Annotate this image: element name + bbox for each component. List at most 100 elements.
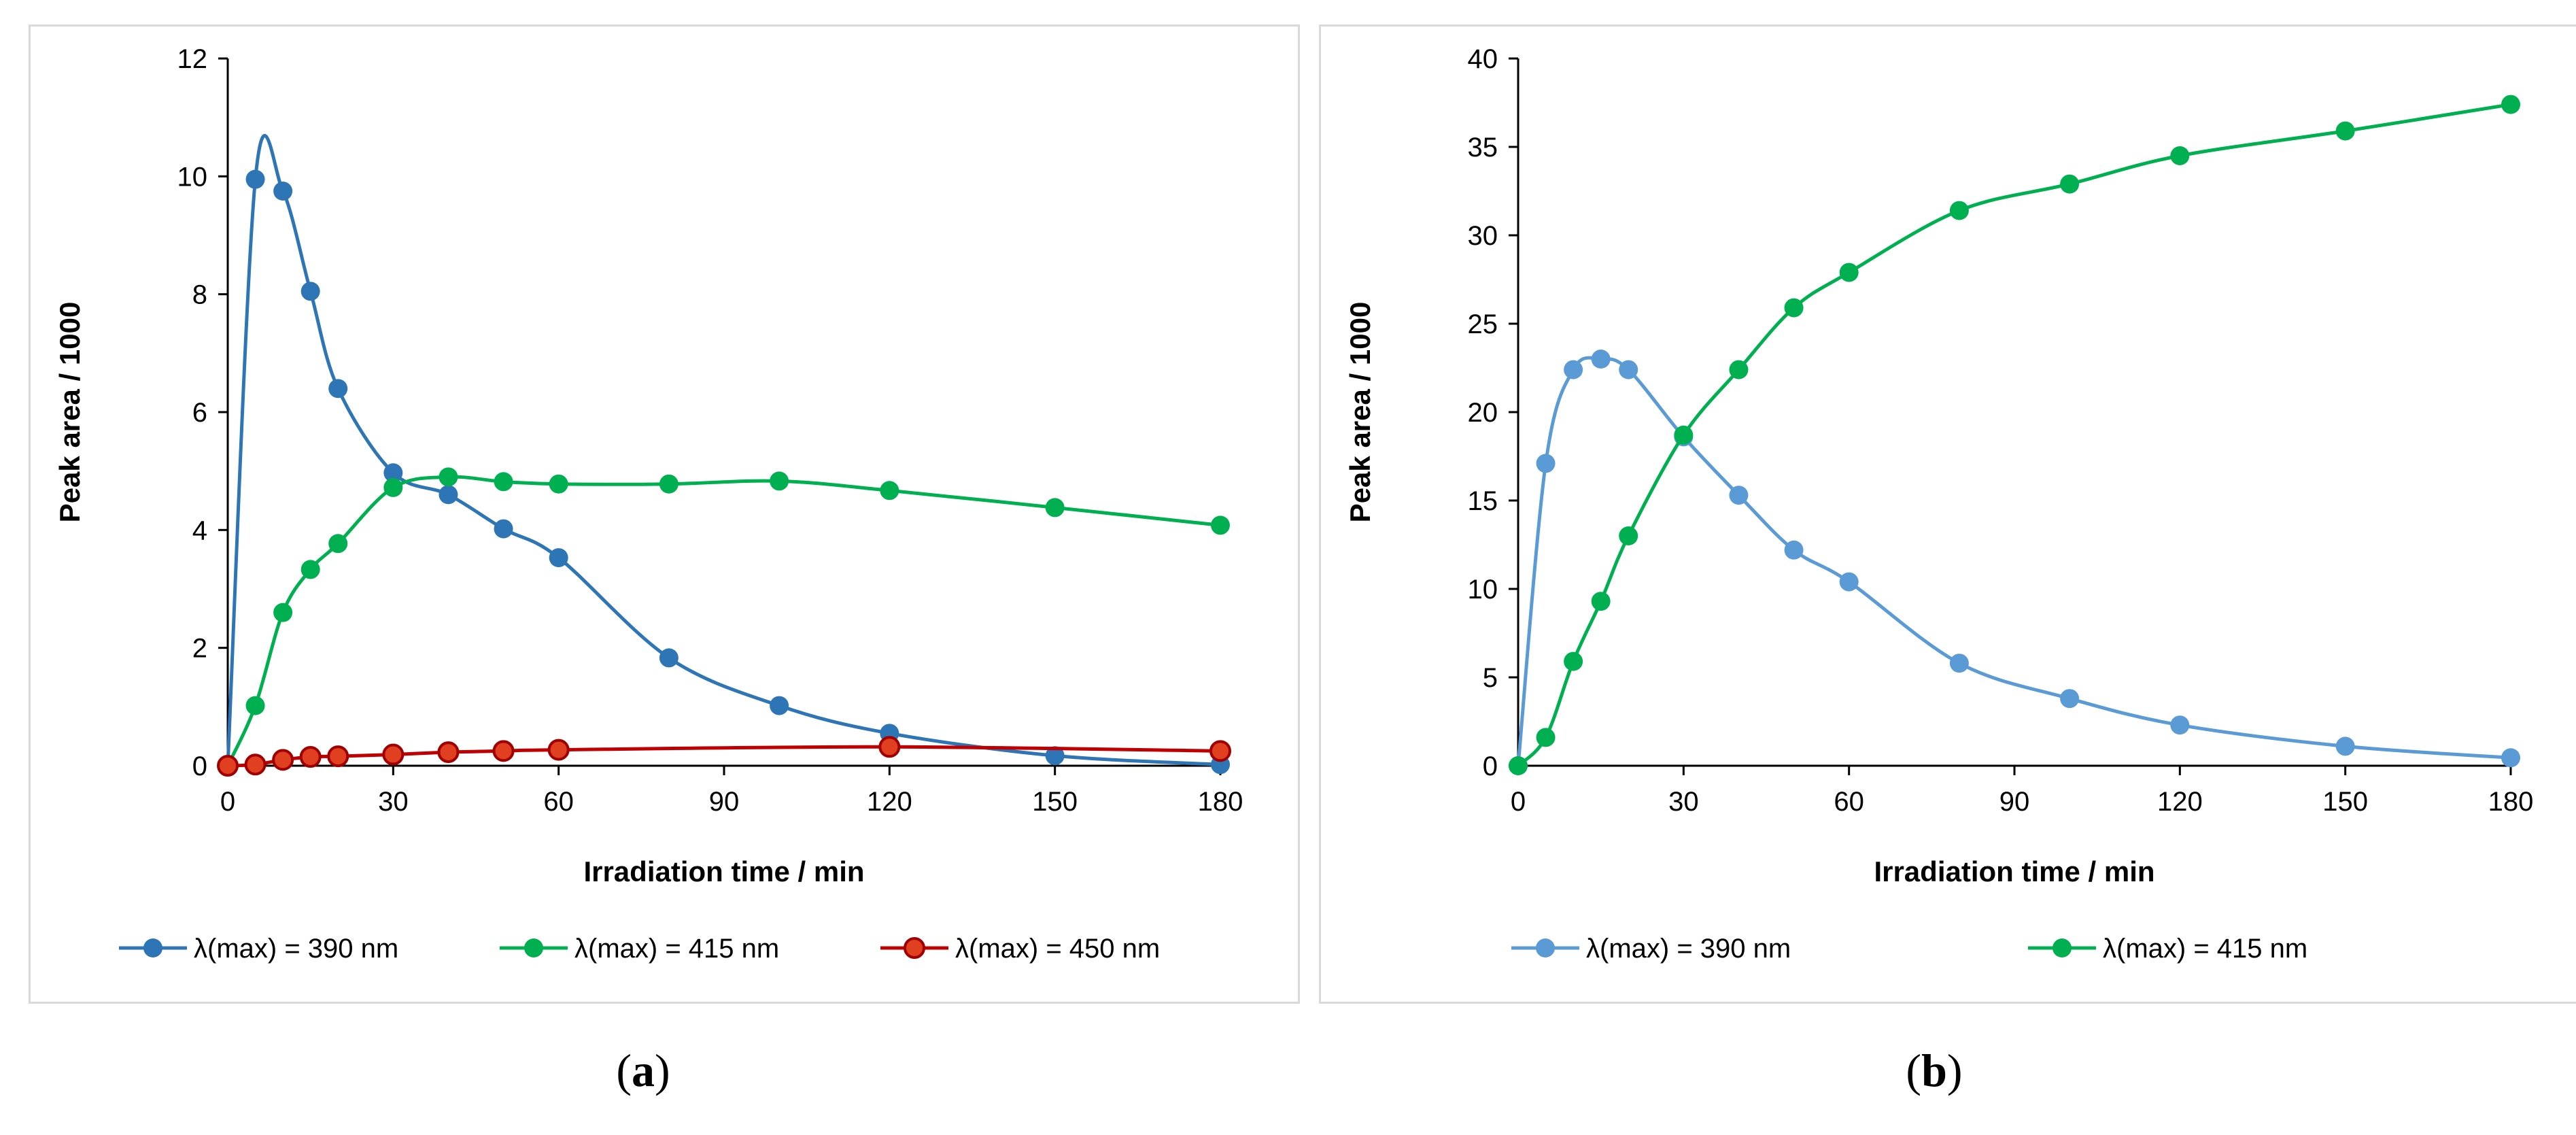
chart-b-y-axis-title: Peak area / 1000: [1344, 302, 1376, 523]
chart-a-x-tick-label: 150: [1032, 787, 1078, 817]
chart-a-legend-label-1: λ(max) = 390 nm: [194, 934, 398, 964]
chart-a-data-point: [494, 519, 513, 539]
chart-a-y-tick-label: 10: [177, 162, 208, 192]
chart-a-x-tick-label: 60: [543, 787, 574, 817]
chart-a-data-point: [382, 743, 405, 766]
chart-b-data-point: [2170, 146, 2190, 165]
chart-b-y-tick-label: 40: [1468, 44, 1498, 74]
chart-b-series-line-1: [1516, 356, 2511, 766]
chart-a-data-point: [549, 548, 568, 568]
chart-b-x-tick-label: 180: [2488, 787, 2534, 817]
chart-a-y-axis-title: Peak area / 1000: [54, 302, 86, 523]
chart-a-data-point: [659, 474, 679, 494]
chart-b-x-tick-label: 120: [2157, 787, 2203, 817]
chart-b-data-point: [1729, 486, 1749, 505]
chart-a-x-tick-label: 120: [867, 787, 912, 817]
chart-b-data-point: [2501, 748, 2520, 768]
chart-a-legend-marker-1: [143, 938, 162, 958]
chart-a-y-tick-label: 0: [192, 751, 207, 781]
chart-a-data-point: [383, 477, 403, 497]
chart-a-data-point: [245, 696, 265, 715]
chart-a-legend-label-3: λ(max) = 450 nm: [955, 934, 1160, 964]
chart-a-data-point: [300, 282, 320, 301]
chart-b-data-point: [1509, 756, 1528, 775]
chart-a-data-point: [439, 467, 458, 487]
chart-b-x-tick-label: 60: [1834, 787, 1864, 817]
chart-a-legend-label-2: λ(max) = 415 nm: [574, 934, 779, 964]
chart-b-data-point: [1591, 350, 1611, 369]
chart-b-data-point: [2060, 689, 2080, 709]
chart-b-data-point: [1564, 360, 1583, 379]
chart-b-legend-label-1: λ(max) = 390 nm: [1586, 934, 1791, 964]
chart-a-data-point: [245, 169, 265, 189]
chart-b-y-tick-label: 10: [1468, 575, 1498, 605]
chart-b-data-point: [2501, 95, 2520, 114]
chart-a-data-point: [492, 740, 515, 762]
chart-a-x-axis-title: Irradiation time / min: [583, 856, 864, 887]
chart-b-data-point: [1536, 728, 1556, 747]
chart-b-y-tick-label: 30: [1468, 221, 1498, 251]
chart-a-y-tick-label: 6: [192, 398, 207, 428]
chart-b-legend-marker-2: [2053, 938, 2072, 958]
chart-a-y-tick-label: 8: [192, 280, 207, 310]
chart-b-x-axis-title: Irradiation time / min: [1874, 856, 2154, 887]
chart-b-data-point: [1949, 654, 1969, 673]
chart-a-data-point: [273, 603, 293, 622]
chart-b-y-tick-label: 25: [1468, 309, 1498, 339]
chart-panel-b: 0 5 10 15 20 25 30 35 40 0 30 60 90 120 150 180 Irradiat…: [1319, 24, 2576, 1004]
chart-a-x-tick-label: 90: [709, 787, 740, 817]
chart-a-legend-marker-2: [524, 938, 543, 958]
chart-a-legend-marker-3: [904, 937, 925, 959]
chart-b-data-point: [1839, 262, 1859, 282]
chart-a-data-point: [437, 741, 460, 764]
chart-b-data-point: [2335, 736, 2355, 756]
chart-b-data-point: [2060, 174, 2080, 194]
chart-a-data-point: [659, 648, 679, 668]
chart-a-series-line-1: [226, 133, 1221, 766]
chart-b-y-tick-label: 20: [1468, 398, 1498, 428]
chart-a-data-point: [880, 481, 899, 501]
chart-b-data-point: [1784, 298, 1804, 318]
chart-a-data-point: [494, 472, 513, 492]
chart-b-y-tick-label: 5: [1483, 663, 1498, 693]
chart-a-data-point: [244, 753, 267, 776]
chart-a-x-tick-label: 180: [1198, 787, 1243, 817]
chart-b-data-point: [1839, 572, 1859, 592]
panel-label-a-text: a: [632, 1045, 655, 1096]
chart-a-data-point: [1209, 740, 1231, 762]
chart-b-data-point: [2335, 121, 2355, 141]
chart-b-data-point: [2170, 715, 2190, 735]
chart-b-series-line-2: [1517, 103, 2511, 767]
chart-a-data-point: [549, 474, 568, 494]
chart-a-data-point: [878, 736, 901, 758]
chart-b-svg: 0 5 10 15 20 25 30 35 40 0 30 60 90 120 150 180 Irradiat…: [1344, 44, 2534, 964]
chart-a-data-point: [217, 755, 239, 777]
chart-a-y-tick-label: 2: [192, 634, 207, 664]
chart-b-data-point: [1564, 651, 1583, 671]
chart-a-x-tick-label: 0: [220, 787, 235, 817]
chart-a-data-point: [1045, 498, 1065, 518]
chart-b-y-tick-label: 15: [1468, 486, 1498, 516]
chart-b-data-point: [1949, 201, 1969, 220]
chart-b-x-tick-label: 30: [1668, 787, 1699, 817]
chart-a-data-point: [327, 745, 349, 768]
chart-a-series-line-2: [226, 475, 1221, 767]
chart-a-data-point: [547, 739, 570, 761]
chart-a-x-tick-label: 30: [378, 787, 409, 817]
chart-a-data-point: [299, 746, 322, 768]
chart-b-y-tick-label: 0: [1483, 751, 1498, 781]
chart-a-data-point: [328, 379, 348, 399]
panel-label-b: (b): [1906, 1045, 1963, 1096]
chart-a-data-point: [300, 560, 320, 579]
chart-a-data-point: [770, 471, 789, 491]
chart-a-data-point: [383, 463, 403, 483]
chart-b-x-tick-label: 150: [2322, 787, 2368, 817]
chart-b-x-tick-label: 0: [1511, 787, 1526, 817]
panel-label-b-text: b: [1921, 1045, 1947, 1096]
chart-b-data-point: [1536, 454, 1556, 473]
chart-panel-a: 0 2 4 6 8 10 12 0 30 60 90 120 150 180 Irradiation tim…: [29, 24, 1300, 1004]
chart-a-data-point: [273, 182, 293, 201]
chart-b-data-point: [1729, 360, 1749, 379]
chart-b-data-point: [1784, 540, 1804, 560]
